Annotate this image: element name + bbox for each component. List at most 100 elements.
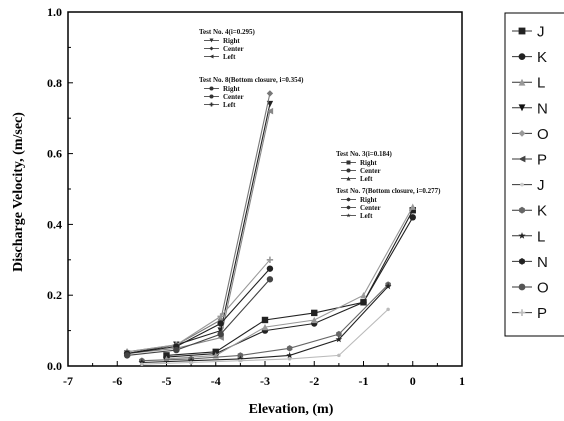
x-tick-label: -1 bbox=[359, 374, 369, 388]
data-point bbox=[286, 345, 293, 352]
annotation-entry: Center bbox=[360, 204, 381, 212]
data-point bbox=[140, 362, 144, 366]
annotation-entry: Center bbox=[223, 93, 244, 101]
legend-marker bbox=[520, 182, 524, 187]
annotation-entry: Right bbox=[223, 37, 240, 45]
legend-label: O bbox=[537, 126, 549, 143]
series-line bbox=[166, 209, 414, 356]
annotation-marker bbox=[346, 160, 351, 165]
annotation-entry: Right bbox=[360, 196, 377, 204]
annotation-marker bbox=[209, 94, 214, 99]
legend-item: O bbox=[512, 126, 549, 143]
series bbox=[123, 256, 274, 356]
x-tick-label: -4 bbox=[211, 374, 221, 388]
data-point bbox=[337, 353, 341, 358]
legend-label: L bbox=[537, 228, 545, 245]
legend-label: K bbox=[537, 49, 547, 66]
legend-label: J bbox=[537, 177, 545, 194]
data-point bbox=[336, 330, 342, 338]
data-point bbox=[409, 203, 416, 210]
data-point bbox=[409, 207, 416, 214]
data-point bbox=[173, 346, 180, 354]
series bbox=[163, 214, 416, 361]
series-line bbox=[141, 286, 389, 364]
series bbox=[123, 90, 274, 356]
data-point bbox=[217, 330, 224, 338]
series-line bbox=[127, 110, 271, 355]
legend-marker bbox=[518, 27, 526, 35]
series bbox=[138, 282, 392, 366]
annotation-title: Test No. 7(Bottom closure, i=0.277) bbox=[336, 187, 441, 195]
annotation-marker bbox=[346, 168, 351, 173]
data-point bbox=[261, 316, 269, 324]
legend-item: L bbox=[512, 228, 545, 245]
legend-marker bbox=[519, 206, 525, 214]
x-tick-label: -3 bbox=[260, 374, 270, 388]
legend-marker bbox=[518, 53, 526, 60]
annotation-entry: Right bbox=[223, 85, 240, 93]
series-layer bbox=[123, 90, 416, 366]
series-line bbox=[127, 103, 271, 355]
legend-label: J bbox=[537, 24, 545, 41]
legend-label: K bbox=[537, 203, 547, 220]
x-tick-label: 0 bbox=[410, 374, 416, 388]
data-point bbox=[286, 351, 293, 359]
annotation-entry: Left bbox=[223, 101, 236, 109]
data-point bbox=[311, 309, 318, 317]
legend-item: K bbox=[512, 49, 547, 66]
annotation-title: Test No. 8(Bottom closure, i=0.354) bbox=[199, 76, 304, 84]
data-point bbox=[238, 358, 243, 363]
series bbox=[163, 207, 416, 359]
data-point bbox=[266, 256, 274, 263]
series bbox=[140, 307, 390, 366]
data-point bbox=[217, 320, 224, 327]
data-point bbox=[360, 299, 367, 306]
x-axis-label: Elevation, (m) bbox=[249, 402, 334, 417]
annotation-entry: Left bbox=[223, 53, 236, 61]
x-tick-label: -6 bbox=[112, 374, 122, 388]
annotation-block: Test No. 8(Bottom closure, i=0.354)Right… bbox=[199, 76, 304, 109]
legend-item: L bbox=[512, 75, 545, 92]
annotation-entry: Center bbox=[223, 45, 244, 53]
annotation-entry: Center bbox=[360, 167, 381, 175]
series bbox=[123, 100, 274, 357]
series-line bbox=[127, 268, 271, 355]
data-point bbox=[217, 313, 224, 320]
data-point bbox=[237, 352, 244, 359]
data-point bbox=[261, 323, 269, 331]
legend-item: J bbox=[512, 177, 545, 194]
legend-item: K bbox=[512, 203, 547, 220]
annotation-entry: Right bbox=[360, 159, 377, 167]
data-point bbox=[386, 307, 390, 312]
legend-item: J bbox=[512, 24, 545, 41]
series-line bbox=[127, 259, 271, 353]
data-point bbox=[287, 357, 292, 361]
data-point bbox=[335, 335, 343, 343]
annotation-marker bbox=[346, 213, 351, 218]
annotation-marker bbox=[209, 54, 214, 59]
annotation-marker bbox=[209, 86, 214, 91]
legend-label: P bbox=[537, 305, 547, 322]
series-line bbox=[166, 217, 414, 358]
annotation-marker bbox=[209, 38, 214, 43]
series bbox=[163, 203, 416, 363]
legend-marker bbox=[518, 155, 526, 163]
x-tick-label: -7 bbox=[63, 374, 73, 388]
series-line bbox=[141, 308, 389, 365]
annotation-block: Test No. 7(Bottom closure, i=0.277)Right… bbox=[336, 187, 441, 220]
x-tick-label: -2 bbox=[309, 374, 319, 388]
legend-item: N bbox=[512, 254, 548, 271]
data-point bbox=[237, 355, 244, 362]
legend-marker bbox=[518, 130, 526, 137]
legend-item: P bbox=[512, 152, 547, 169]
y-tick-label: 0.8 bbox=[47, 76, 62, 90]
data-point bbox=[266, 90, 274, 97]
series bbox=[123, 276, 274, 359]
y-tick-label: 0.6 bbox=[47, 147, 62, 161]
annotation-marker bbox=[346, 205, 351, 210]
legend-item: P bbox=[512, 305, 547, 322]
